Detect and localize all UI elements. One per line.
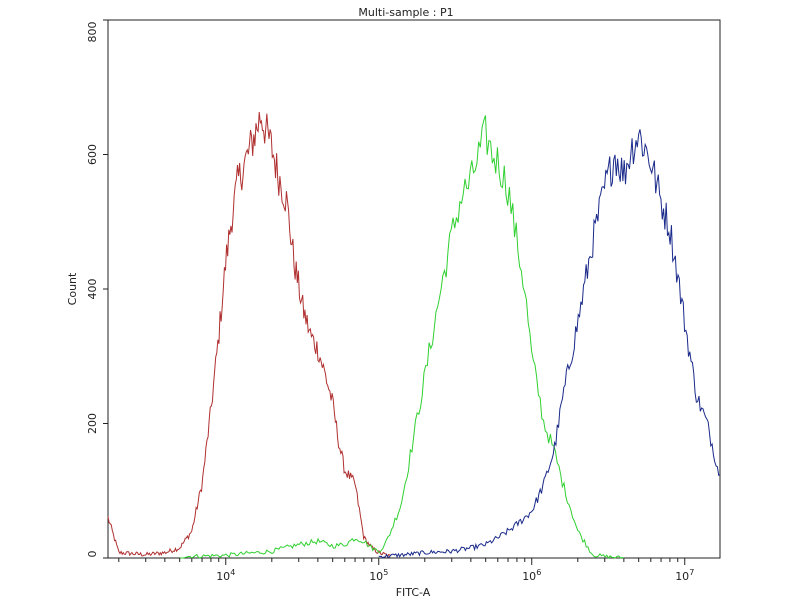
x-tick-label: 105	[369, 568, 388, 583]
plot-frame	[107, 19, 721, 559]
x-axis: 104 105 106 107	[118, 558, 694, 583]
y-axis-title: Count	[66, 272, 79, 305]
x-tick-label: 106	[522, 568, 541, 583]
series-line-2	[179, 115, 625, 559]
series-line-1	[107, 112, 392, 559]
x-axis-title: FITC-A	[396, 586, 431, 599]
y-tick-label: 200	[86, 413, 99, 434]
x-tick-label: 107	[675, 568, 694, 583]
y-tick-label: 0	[86, 551, 99, 558]
x-tick-label: 104	[216, 568, 235, 583]
y-tick-label: 800	[86, 22, 99, 43]
chart-title: Multi-sample : P1	[358, 6, 453, 19]
y-axis: 0 200 400 600 800	[86, 19, 108, 559]
y-tick-label: 600	[86, 144, 99, 165]
series-line-3	[378, 129, 721, 559]
y-tick-label: 400	[86, 279, 99, 300]
series-group	[107, 112, 721, 559]
